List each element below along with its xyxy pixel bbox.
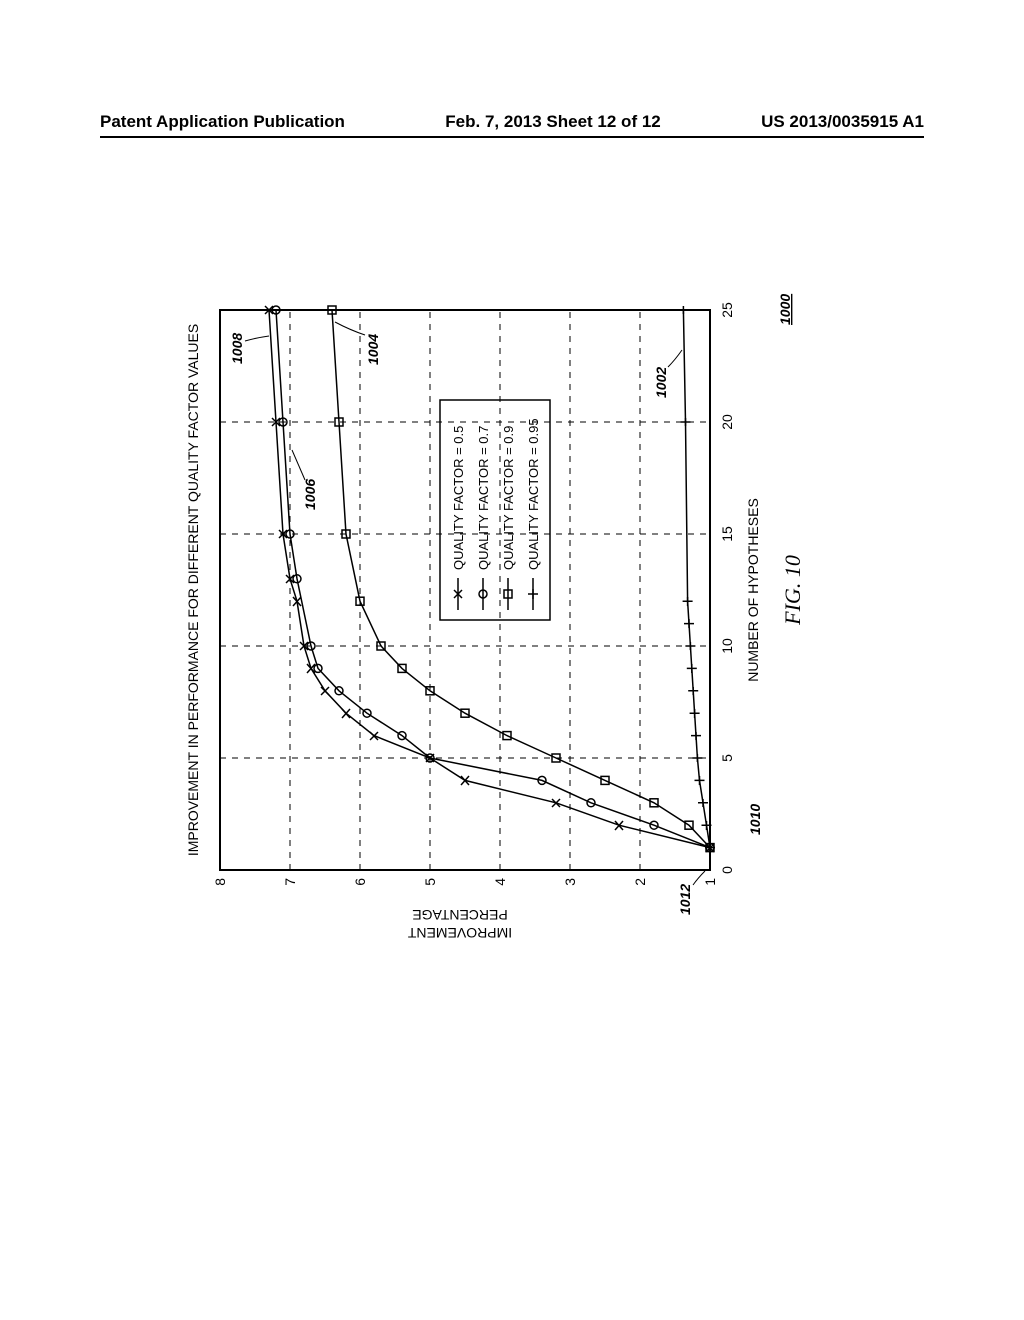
callout-1002: 1002 xyxy=(653,367,669,398)
svg-text:4: 4 xyxy=(492,878,508,886)
y-axis-label-1: IMPROVEMENT xyxy=(407,925,512,941)
callout-1006: 1006 xyxy=(302,479,318,510)
callout-1004: 1004 xyxy=(365,334,381,365)
chart-container: 0 5 10 15 20 25 1 2 3 4 5 6 7 8 IMPROVEM… xyxy=(150,230,870,950)
header-right: US 2013/0035915 A1 xyxy=(761,112,924,132)
svg-text:6: 6 xyxy=(352,878,368,886)
legend-item-3: QUALITY FACTOR = 0.95 xyxy=(526,418,541,570)
callouts: 1008 1006 1004 1002 1010 1012 xyxy=(229,322,763,915)
legend: QUALITY FACTOR = 0.5 QUALITY FACTOR = 0.… xyxy=(440,400,550,620)
series-qf-07 xyxy=(272,306,714,852)
svg-text:25: 25 xyxy=(719,302,735,318)
callout-1010: 1010 xyxy=(747,804,763,835)
header-center: Feb. 7, 2013 Sheet 12 of 12 xyxy=(445,112,660,132)
figure-label: FIG. 10 xyxy=(780,555,805,626)
svg-text:8: 8 xyxy=(212,878,228,886)
chart-svg: 0 5 10 15 20 25 1 2 3 4 5 6 7 8 IMPROVEM… xyxy=(150,230,870,950)
page-header: Patent Application Publication Feb. 7, 2… xyxy=(100,112,924,138)
callout-1008: 1008 xyxy=(229,333,245,364)
svg-text:10: 10 xyxy=(719,638,735,654)
x-ticks: 0 5 10 15 20 25 xyxy=(719,302,735,874)
svg-text:2: 2 xyxy=(632,878,648,886)
svg-text:5: 5 xyxy=(422,878,438,886)
svg-text:15: 15 xyxy=(719,526,735,542)
svg-text:7: 7 xyxy=(282,878,298,886)
callout-1012: 1012 xyxy=(677,884,693,915)
svg-text:20: 20 xyxy=(719,414,735,430)
header-left: Patent Application Publication xyxy=(100,112,345,132)
x-axis-label: NUMBER OF HYPOTHESES xyxy=(745,498,761,682)
svg-text:1: 1 xyxy=(702,878,718,886)
legend-item-0: QUALITY FACTOR = 0.5 xyxy=(451,426,466,570)
svg-text:3: 3 xyxy=(562,878,578,886)
svg-text:5: 5 xyxy=(719,754,735,762)
y-axis-label-2: PERCENTAGE xyxy=(412,907,507,923)
y-ticks: 1 2 3 4 5 6 7 8 xyxy=(212,878,718,886)
svg-text:0: 0 xyxy=(719,866,735,874)
chart-title: IMPROVEMENT IN PERFORMANCE FOR DIFFERENT… xyxy=(185,324,201,856)
reference-number: 1000 xyxy=(777,294,793,325)
legend-item-2: QUALITY FACTOR = 0.9 xyxy=(501,426,516,570)
legend-item-1: QUALITY FACTOR = 0.7 xyxy=(476,426,491,570)
